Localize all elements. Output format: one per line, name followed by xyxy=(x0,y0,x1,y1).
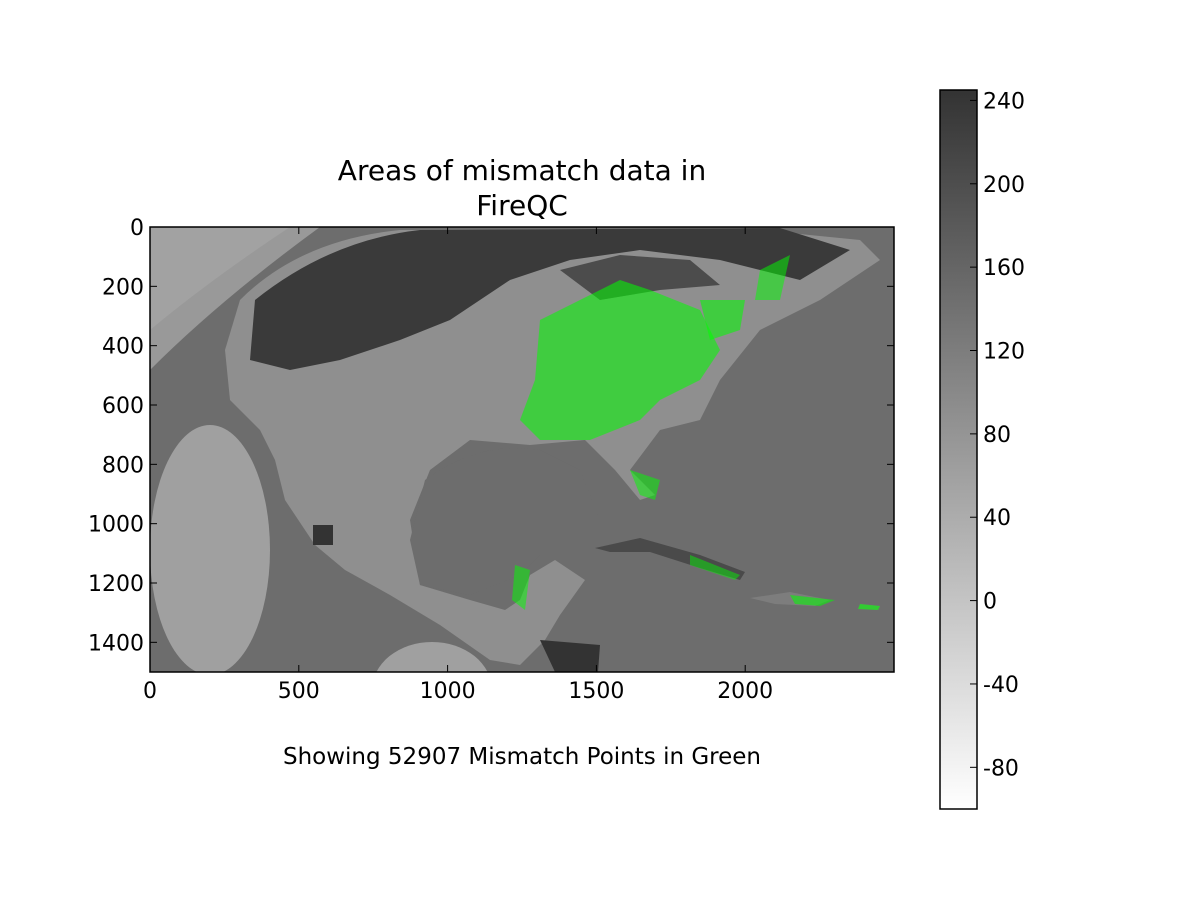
y-tick-label: 1400 xyxy=(88,631,144,656)
y-tick-label: 1000 xyxy=(88,513,144,538)
chart-title-line-1: Areas of mismatch data in xyxy=(337,154,707,187)
y-tick-label: 1200 xyxy=(88,572,144,597)
y-tick-label: 200 xyxy=(102,275,144,300)
colorbar-tick-label: -80 xyxy=(983,756,1019,781)
colorbar-tick-label: 240 xyxy=(983,89,1025,114)
y-tick-label: 0 xyxy=(130,216,144,241)
colorbar-tick-label: 200 xyxy=(983,173,1025,198)
x-tick-label: 500 xyxy=(278,679,320,704)
x-tick-label: 2000 xyxy=(717,679,773,704)
y-tick-label: 600 xyxy=(102,394,144,419)
plot-frame xyxy=(149,226,895,673)
colorbar-tick-label: 40 xyxy=(983,506,1011,531)
y-axis: 0 200 400 600 800 1000 1200 1400 xyxy=(88,216,894,656)
colorbar xyxy=(939,89,978,810)
chart-title-line-2: FireQC xyxy=(476,189,568,222)
colorbar-tick-label: 0 xyxy=(983,590,997,615)
satellite-image xyxy=(150,227,894,672)
colorbar-tick-label: 80 xyxy=(983,423,1011,448)
colorbar-axis: 240 200 160 120 80 40 0 -40 -80 xyxy=(970,89,1025,781)
colorbar-tick-label: 120 xyxy=(983,340,1025,365)
y-tick-label: 400 xyxy=(102,335,144,360)
x-axis: 0 500 1000 1500 2000 xyxy=(143,227,773,704)
x-tick-label: 1000 xyxy=(420,679,476,704)
x-tick-label: 0 xyxy=(143,679,157,704)
colorbar-tick-label: -40 xyxy=(983,673,1019,698)
mismatch-caption: Showing 52907 Mismatch Points in Green xyxy=(282,744,761,770)
x-tick-label: 1500 xyxy=(568,679,624,704)
y-tick-label: 800 xyxy=(102,453,144,478)
colorbar-tick-label: 160 xyxy=(983,256,1025,281)
